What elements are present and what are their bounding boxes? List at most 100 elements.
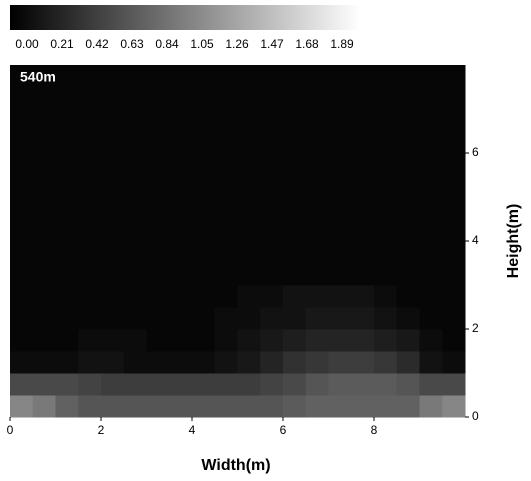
heatmap-cell (237, 307, 261, 330)
heatmap-cell (10, 373, 34, 396)
heatmap-cell (396, 241, 420, 264)
heatmap-cell (305, 307, 329, 330)
heatmap-cell (260, 175, 284, 198)
heatmap-cell (169, 131, 193, 154)
heatmap-cell (351, 329, 375, 352)
heatmap-cell (237, 219, 261, 242)
heatmap-cell (396, 263, 420, 286)
heatmap-cell (328, 329, 352, 352)
heatmap-cell (192, 263, 216, 286)
heatmap-cell (123, 263, 147, 286)
heatmap-cell (10, 285, 34, 308)
heatmap-cell (78, 329, 102, 352)
heatmap-cell (328, 131, 352, 154)
heatmap-cell (32, 219, 56, 242)
heatmap-cell (305, 175, 329, 198)
heatmap-cell (237, 197, 261, 220)
colorbar-tick-label: 1.05 (190, 37, 214, 51)
heatmap-cell (169, 197, 193, 220)
heatmap-cell (419, 175, 443, 198)
heatmap-cell (328, 241, 352, 264)
heatmap-cell (283, 197, 307, 220)
heatmap-cell (214, 263, 238, 286)
heatmap-cell (374, 219, 398, 242)
heatmap-cell (192, 329, 216, 352)
heatmap-cell (10, 395, 34, 418)
heatmap-cell (32, 285, 56, 308)
heatmap-cell (169, 307, 193, 330)
heatmap-cell (214, 197, 238, 220)
x-axis-label: Width(m) (201, 457, 270, 474)
heatmap-cell (419, 395, 443, 418)
heatmap-cell (55, 219, 79, 242)
heatmap-cell (260, 373, 284, 396)
heatmap-cell (419, 307, 443, 330)
heatmap-cell (192, 395, 216, 418)
heatmap-cell (32, 175, 56, 198)
heatmap-cell (169, 175, 193, 198)
heatmap-cell (351, 175, 375, 198)
heatmap-cell (214, 373, 238, 396)
heatmap-cell (396, 65, 420, 88)
heatmap-cell (305, 109, 329, 132)
heatmap-cell (237, 263, 261, 286)
heatmap-cell (419, 285, 443, 308)
heatmap-cell (283, 285, 307, 308)
heatmap-cell (10, 109, 34, 132)
heatmap-cell (351, 131, 375, 154)
heatmap-cell (374, 109, 398, 132)
heatmap-cell (214, 351, 238, 374)
heatmap-cell (32, 131, 56, 154)
heatmap-cell (374, 65, 398, 88)
heatmap-cell (328, 197, 352, 220)
heatmap-cell (32, 329, 56, 352)
heatmap-cell (419, 241, 443, 264)
heatmap-cell (396, 329, 420, 352)
heatmap-cell (10, 87, 34, 110)
heatmap-cell (419, 329, 443, 352)
heatmap-cell (396, 351, 420, 374)
heatmap-cell (442, 373, 466, 396)
heatmap-cell (55, 131, 79, 154)
heatmap-cell (283, 329, 307, 352)
heatmap-cell (101, 219, 125, 242)
heatmap-cell (55, 395, 79, 418)
heatmap-cell (442, 329, 466, 352)
heatmap-cell (305, 263, 329, 286)
heatmap-cell (442, 131, 466, 154)
heatmap-cell (283, 109, 307, 132)
heatmap-cell (351, 65, 375, 88)
heatmap-cell (10, 263, 34, 286)
heatmap-cell (169, 87, 193, 110)
heatmap-cell (351, 373, 375, 396)
heatmap-cell (214, 241, 238, 264)
heatmap-cell (78, 175, 102, 198)
colorbar-tick-label: 1.47 (260, 37, 284, 51)
heatmap-cell (32, 197, 56, 220)
heatmap-cell (101, 351, 125, 374)
heatmap-cell (123, 131, 147, 154)
heatmap-cell (442, 87, 466, 110)
heatmap-cell (101, 109, 125, 132)
heatmap-cell (192, 197, 216, 220)
colorbar-tick-label: 1.26 (225, 37, 249, 51)
heatmap-cell (328, 175, 352, 198)
heatmap-cell (78, 87, 102, 110)
heatmap-cell (283, 175, 307, 198)
heatmap-cell (78, 263, 102, 286)
heatmap-cell (328, 153, 352, 176)
heatmap-cell (237, 351, 261, 374)
heatmap-cell (260, 65, 284, 88)
heatmap-cell (396, 87, 420, 110)
heatmap-cell (123, 153, 147, 176)
x-tick-label: 4 (189, 423, 196, 437)
heatmap-cell (442, 241, 466, 264)
heatmap-cell (55, 307, 79, 330)
heatmap-cell (351, 307, 375, 330)
heatmap-cell (283, 87, 307, 110)
heatmap-cell (32, 395, 56, 418)
heatmap-cell (101, 263, 125, 286)
heatmap-cell (328, 65, 352, 88)
heatmap-cell (374, 307, 398, 330)
heatmap-cell (123, 373, 147, 396)
